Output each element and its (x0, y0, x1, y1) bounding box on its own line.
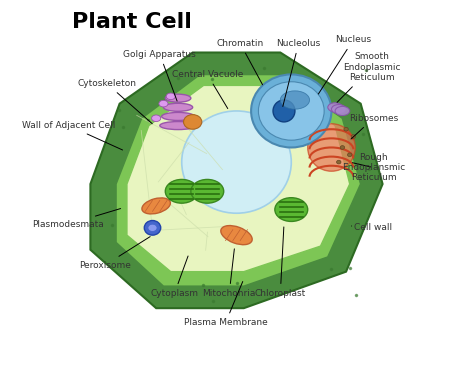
Text: Plasma Membrane: Plasma Membrane (184, 282, 267, 327)
Text: Plant Cell: Plant Cell (72, 13, 192, 32)
Ellipse shape (166, 93, 175, 100)
Text: Cytoskeleton: Cytoskeleton (78, 79, 152, 124)
Text: Peroxisome: Peroxisome (79, 237, 150, 270)
Ellipse shape (191, 180, 224, 203)
Polygon shape (116, 74, 361, 286)
Ellipse shape (251, 74, 332, 148)
Text: Golgi Apparatus: Golgi Apparatus (123, 50, 196, 101)
Ellipse shape (184, 114, 202, 129)
Text: Central Vacuole: Central Vacuole (172, 70, 243, 109)
Ellipse shape (340, 146, 345, 149)
Ellipse shape (159, 100, 168, 107)
Ellipse shape (337, 160, 341, 164)
Ellipse shape (335, 106, 350, 116)
Text: Rough
Endoplansmic
Reticulum: Rough Endoplansmic Reticulum (342, 153, 405, 183)
Text: Nucleolus: Nucleolus (276, 39, 321, 106)
Text: Ribosomes: Ribosomes (349, 114, 398, 139)
Ellipse shape (148, 224, 157, 231)
Ellipse shape (182, 111, 291, 213)
Ellipse shape (165, 94, 191, 102)
Ellipse shape (344, 127, 348, 131)
Ellipse shape (308, 124, 355, 171)
Ellipse shape (258, 82, 324, 140)
Ellipse shape (165, 180, 198, 203)
Ellipse shape (328, 103, 342, 112)
Ellipse shape (142, 198, 170, 214)
Ellipse shape (162, 112, 194, 120)
Text: Chromatin: Chromatin (217, 39, 264, 85)
Text: Chloroplast: Chloroplast (254, 227, 306, 298)
Text: Nucleus: Nucleus (318, 35, 371, 94)
Ellipse shape (221, 226, 252, 245)
Text: Smooth
Endoplasmic
Reticulum: Smooth Endoplasmic Reticulum (337, 52, 400, 102)
Ellipse shape (275, 198, 308, 222)
Text: Plasmodesmata: Plasmodesmata (33, 209, 121, 229)
Ellipse shape (280, 91, 309, 109)
Ellipse shape (351, 135, 356, 138)
Ellipse shape (151, 115, 161, 121)
Ellipse shape (348, 153, 352, 157)
Ellipse shape (273, 100, 295, 122)
Ellipse shape (332, 105, 346, 114)
Text: Wall of Adjacent Cell: Wall of Adjacent Cell (22, 121, 123, 150)
Polygon shape (127, 85, 350, 272)
Polygon shape (90, 53, 383, 308)
Text: Cytoplasm: Cytoplasm (150, 256, 198, 298)
Ellipse shape (164, 103, 193, 112)
Text: Cell wall: Cell wall (351, 223, 393, 232)
Text: Mitochonria: Mitochonria (202, 249, 256, 298)
Ellipse shape (144, 220, 161, 235)
Ellipse shape (160, 121, 196, 130)
